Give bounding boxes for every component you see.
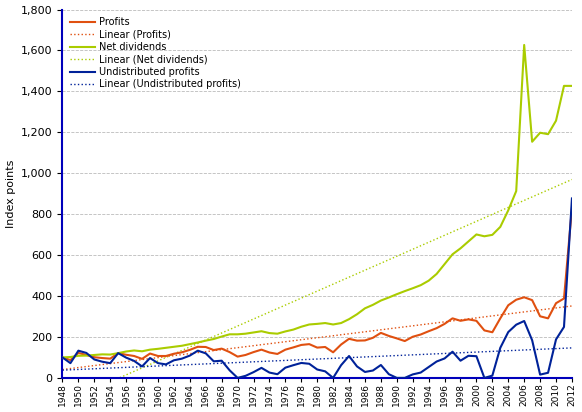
Linear (Undistributed profits) <box>178 363 185 368</box>
Line: Linear (Undistributed profits): Linear (Undistributed profits) <box>62 348 572 370</box>
Linear (Undistributed profits) <box>210 361 217 366</box>
Line: Linear (Net dividends): Linear (Net dividends) <box>62 180 572 403</box>
Undistributed profits <box>552 337 559 342</box>
Net dividends <box>497 225 504 229</box>
Linear (Net dividends) <box>210 334 217 339</box>
Linear (Undistributed profits) <box>552 346 559 351</box>
Net dividends <box>521 42 528 47</box>
Linear (Net dividends) <box>569 177 576 182</box>
Profits <box>329 350 336 355</box>
Undistributed profits <box>59 355 66 360</box>
Net dividends <box>322 321 329 325</box>
Net dividends <box>569 83 576 88</box>
Profits <box>186 347 193 352</box>
Linear (Profits) <box>59 367 66 372</box>
Linear (Profits) <box>178 352 185 357</box>
Linear (Net dividends) <box>552 184 559 189</box>
Undistributed profits <box>234 375 241 380</box>
Linear (Undistributed profits) <box>322 356 329 361</box>
Profits <box>505 303 512 308</box>
Linear (Undistributed profits) <box>569 345 576 350</box>
Linear (Profits) <box>497 312 504 317</box>
Net dividends <box>178 343 185 348</box>
Linear (Profits) <box>322 334 329 339</box>
Net dividends <box>59 355 66 360</box>
Profits <box>282 347 289 352</box>
Linear (Net dividends) <box>322 285 329 290</box>
Y-axis label: Index points: Index points <box>6 159 16 228</box>
Profits <box>552 301 559 306</box>
Profits <box>218 346 225 351</box>
Line: Net dividends: Net dividends <box>62 45 572 358</box>
Line: Linear (Profits): Linear (Profits) <box>62 306 572 370</box>
Net dividends <box>552 118 559 123</box>
Linear (Net dividends) <box>59 400 66 405</box>
Linear (Profits) <box>552 305 559 310</box>
Undistributed profits <box>178 356 185 361</box>
Linear (Profits) <box>569 304 576 309</box>
Linear (Undistributed profits) <box>497 349 504 353</box>
Net dividends <box>210 337 217 342</box>
Undistributed profits <box>282 365 289 370</box>
Undistributed profits <box>329 375 336 380</box>
Linear (Profits) <box>274 340 281 345</box>
Undistributed profits <box>210 359 217 364</box>
Line: Profits: Profits <box>62 208 572 360</box>
Net dividends <box>274 331 281 336</box>
Undistributed profits <box>505 330 512 335</box>
Legend: Profits, Linear (Profits), Net dividends, Linear (Net dividends), Undistributed : Profits, Linear (Profits), Net dividends… <box>68 14 244 92</box>
Linear (Net dividends) <box>497 208 504 213</box>
Linear (Net dividends) <box>274 306 281 311</box>
Linear (Net dividends) <box>178 348 185 353</box>
Profits <box>67 358 74 363</box>
Undistributed profits <box>569 196 576 201</box>
Profits <box>569 206 576 211</box>
Linear (Profits) <box>210 348 217 353</box>
Linear (Undistributed profits) <box>274 358 281 363</box>
Profits <box>59 355 66 360</box>
Line: Undistributed profits: Undistributed profits <box>62 199 572 378</box>
Linear (Undistributed profits) <box>59 368 66 372</box>
